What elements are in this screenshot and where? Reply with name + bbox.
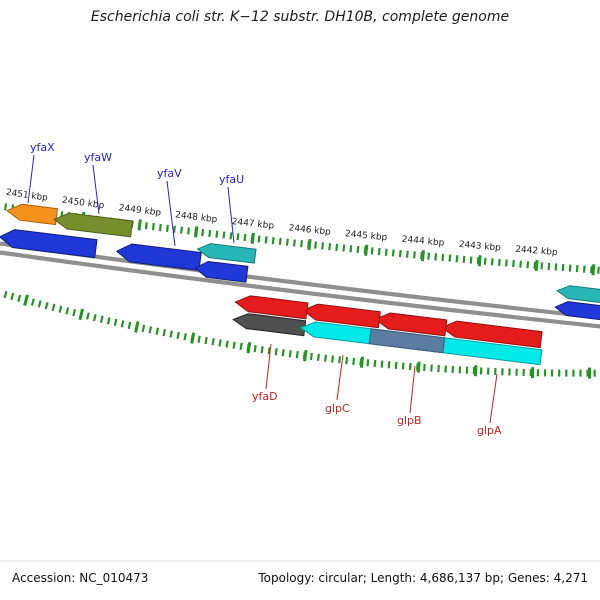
leader-line-glpB — [409, 365, 416, 414]
gene-label-yfaW[interactable]: yfaW — [84, 151, 112, 164]
feature-segment-slate[interactable] — [368, 328, 446, 354]
gene-arrow-glpC[interactable] — [301, 302, 381, 329]
gene-arrow-unlabeled-2[interactable] — [194, 260, 249, 283]
gene-label-glpC[interactable]: glpC — [325, 402, 350, 415]
axis-tick-label: 2448 kbp — [175, 210, 218, 225]
gene-arrow-yfaW[interactable] — [53, 211, 134, 238]
gene-arrow-glpB[interactable] — [374, 311, 448, 337]
gene-arrow-yfaD[interactable] — [234, 294, 309, 320]
backbone-strand-bottom — [0, 250, 600, 329]
axis-tick-label: 2446 kbp — [288, 223, 331, 237]
axis-tick-label: 2451 kbp — [5, 188, 48, 204]
gene-arrow-unlabeled-1[interactable] — [0, 228, 98, 259]
page-title: Escherichia coli str. K−12 substr. DH10B… — [91, 9, 509, 25]
leader-line-yfaX — [27, 154, 35, 204]
axis-tick-label: 2449 kbp — [118, 203, 162, 218]
gene-arrow-yfaU[interactable] — [196, 242, 257, 264]
gene-label-yfaU[interactable]: yfaU — [219, 173, 244, 186]
gene-label-yfaV[interactable]: yfaV — [157, 167, 182, 180]
gene-arrow-unlabeled-4[interactable] — [554, 300, 600, 326]
leader-line-yfaD — [265, 343, 272, 390]
axis-tick-label: 2444 kbp — [401, 235, 445, 249]
leader-line-glpC — [336, 354, 344, 401]
gene-arrow-yfaX[interactable] — [5, 203, 59, 226]
leader-line-yfaV — [166, 180, 176, 247]
axis-tick-label: 2443 kbp — [458, 240, 501, 254]
gene-track — [0, 203, 600, 366]
gene-arrow-yfaV[interactable] — [115, 242, 202, 271]
leader-line-glpA — [489, 373, 498, 424]
genome-summary-text: Topology: circular; Length: 4,686,137 bp… — [257, 571, 588, 585]
gene-arrow-unlabeled-3[interactable] — [556, 284, 600, 309]
gene-label-glpB[interactable]: glpB — [397, 414, 422, 427]
gene-arrow-glpA[interactable] — [440, 319, 543, 349]
leader-line-yfaU — [227, 186, 235, 244]
leader-line-yfaW — [92, 164, 100, 215]
axis-tick-label: 2447 kbp — [231, 217, 275, 232]
gene-label-glpA[interactable]: glpA — [477, 424, 502, 437]
axis-tick-label: 2442 kbp — [515, 245, 558, 258]
accession-text: Accession: NC_010473 — [12, 571, 148, 585]
axis-tick-label: 2445 kbp — [344, 229, 387, 243]
gene-label-yfaX[interactable]: yfaX — [30, 141, 55, 154]
gene-label-yfaD[interactable]: yfaD — [252, 390, 278, 403]
